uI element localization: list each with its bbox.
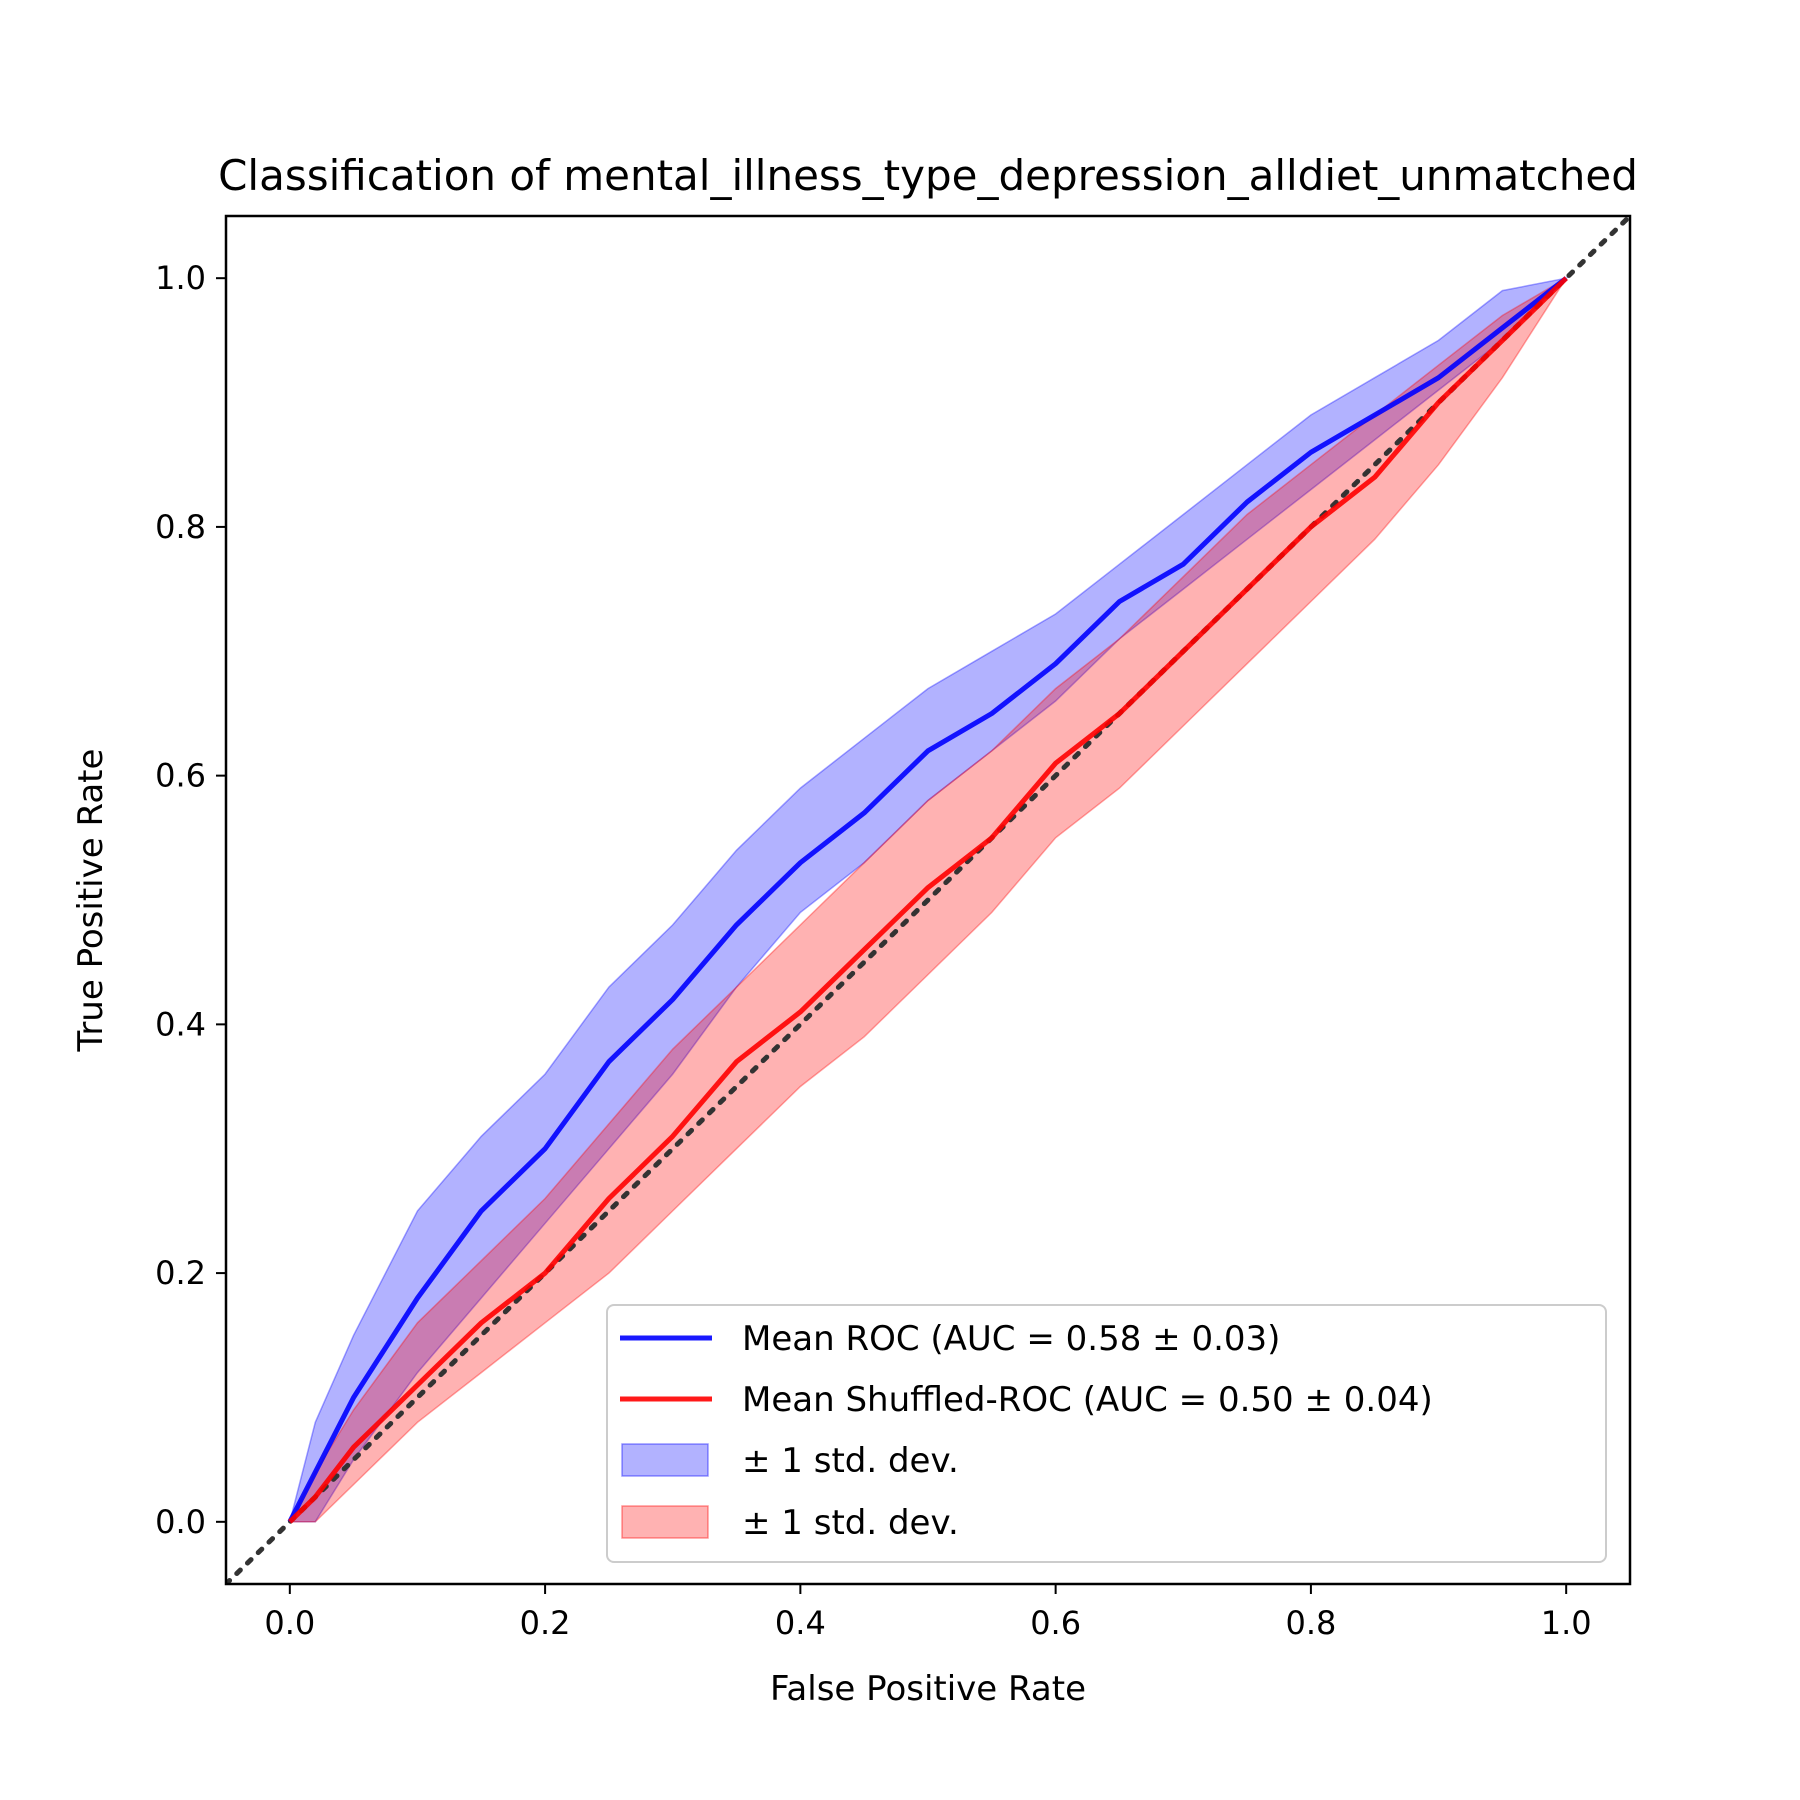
x-tick-label: 0.6: [1030, 1604, 1081, 1642]
chance-reference-line: [226, 216, 1630, 1584]
y-tick-label: 0.2: [155, 1254, 206, 1292]
legend-label-shuffled-std-band: ± 1 std. dev.: [742, 1503, 959, 1543]
y-tick-label: 0.4: [155, 1005, 206, 1043]
legend-label-roc-std-band: ± 1 std. dev.: [742, 1441, 959, 1481]
plot-frame: [224, 214, 1632, 1586]
x-tick-label: 1.0: [1541, 1604, 1592, 1642]
y-tick-label: 0.0: [155, 1503, 206, 1541]
y-tick-label: 0.6: [155, 757, 206, 795]
x-axis-label: False Positive Rate: [770, 1669, 1086, 1709]
y-tick-label: 0.8: [155, 508, 206, 546]
x-tick-label: 0.8: [1285, 1604, 1336, 1642]
series-lines-layer: [287, 276, 1568, 1524]
x-tick-label: 0.2: [520, 1604, 571, 1642]
x-tick-label: 0.4: [775, 1604, 826, 1642]
y-tick-label: 1.0: [155, 259, 206, 297]
chart-title: Classification of mental_illness_type_de…: [218, 151, 1638, 200]
legend-swatch-roc-std-band: [621, 1443, 709, 1477]
legend-swatch-shuffled-std-band: [621, 1505, 709, 1539]
mean-shuffled-roc-line: [288, 276, 1568, 1524]
legend-frame: [606, 1304, 1607, 1563]
y-axis-ticks: 0.0 0.2 0.4 0.6 0.8 1.0: [155, 259, 226, 1541]
reference-line-layer: [226, 216, 1630, 1584]
y-axis-label: True Positive Rate: [71, 749, 111, 1053]
legend: Mean ROC (AUC = 0.58 ± 0.03) Mean Shuffl…: [606, 1304, 1607, 1563]
x-tick-label: 0.0: [264, 1604, 315, 1642]
legend-label-mean-roc: Mean ROC (AUC = 0.58 ± 0.03): [742, 1319, 1280, 1359]
legend-label-mean-shuffled-roc: Mean Shuffled-ROC (AUC = 0.50 ± 0.04): [742, 1380, 1433, 1420]
x-axis-ticks: 0.0 0.2 0.4 0.6 0.8 1.0: [264, 1584, 1592, 1642]
mean-roc-line: [287, 276, 1568, 1523]
